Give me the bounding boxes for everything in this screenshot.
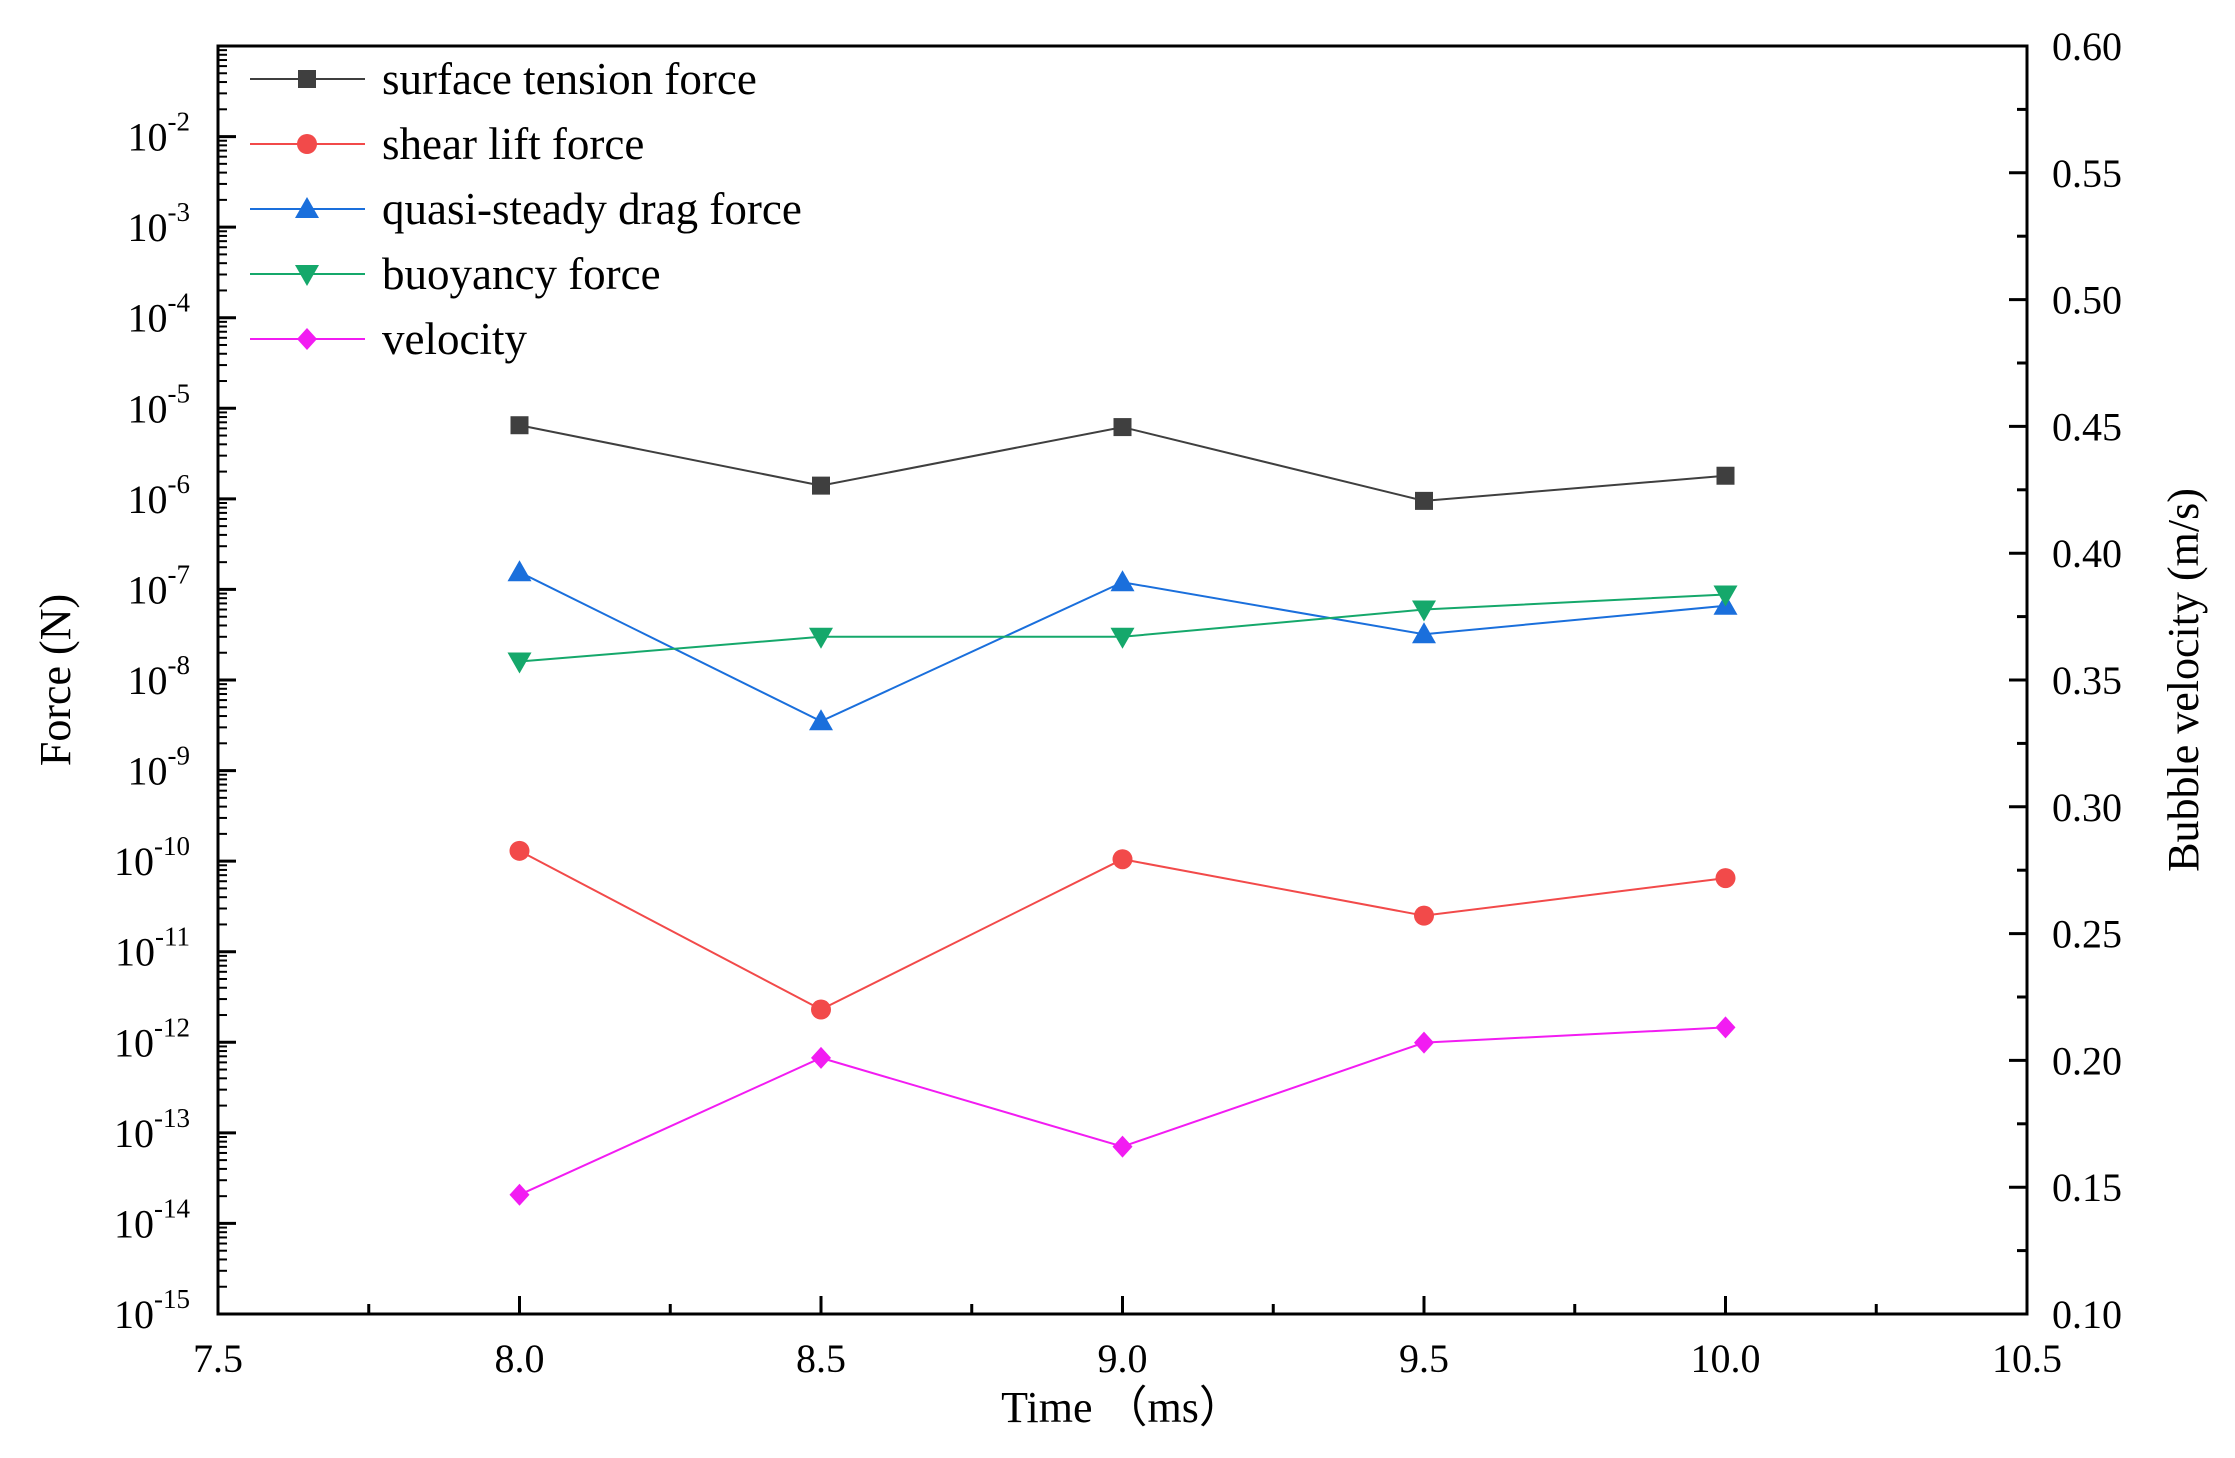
y-left-axis-title: Force (N) — [31, 594, 80, 766]
series-line-velocity — [519, 1026, 1726, 1196]
series-line-surface-tension-force — [519, 424, 1726, 502]
x-tick-label: 8.0 — [495, 1336, 545, 1381]
legend-marker — [295, 197, 319, 218]
data-point-surface-tension-force — [510, 416, 529, 435]
y-left-tick-label: 10-9 — [128, 741, 191, 794]
data-point-shear-lift-force — [1715, 868, 1736, 889]
data-point-quasi-steady-drag-force — [809, 709, 833, 731]
data-point-buoyancy-force — [809, 627, 833, 649]
x-tick-label: 9.5 — [1399, 1336, 1449, 1381]
data-point-shear-lift-force — [509, 840, 530, 861]
y-right-tick-label: 0.50 — [2052, 278, 2122, 323]
series-velocity — [509, 1016, 1736, 1206]
y-left-axis: 10-15 10-14 10-13 10-12 10-11 10-10 10-9 10-8 10… — [114, 44, 236, 1337]
y-left-tick-label: 10-14 — [114, 1193, 190, 1246]
legend-marker — [298, 70, 316, 88]
y-right-axis: 0.10 0.15 0.20 0.25 0.30 0.35 0.40 0.45 0.50 0.55… — [2009, 24, 2122, 1337]
y-right-tick-label: 0.35 — [2052, 658, 2122, 703]
y-right-tick-label: 0.55 — [2052, 151, 2122, 196]
legend-item-quasi-steady-drag-force: quasi-steady drag force — [250, 184, 802, 234]
legend-item-buoyancy-force: buoyancy force — [250, 249, 661, 299]
legend-label: shear lift force — [382, 119, 644, 169]
data-point-shear-lift-force — [1112, 849, 1133, 870]
y-left-tick-label: 10-6 — [128, 469, 191, 522]
legend-marker — [295, 265, 319, 286]
y-right-tick-label: 0.15 — [2052, 1165, 2122, 1210]
series-buoyancy-force — [507, 585, 1738, 674]
y-left-tick-label: 10-10 — [114, 831, 190, 884]
legend-label: quasi-steady drag force — [382, 184, 802, 234]
y-left-tick-label: 10-4 — [128, 288, 191, 341]
data-point-velocity — [1715, 1016, 1736, 1039]
data-point-surface-tension-force — [1113, 418, 1132, 437]
y-left-tick-label: 10-3 — [128, 197, 191, 250]
y-left-tick-label: 10-7 — [128, 559, 191, 612]
series-surface-tension-force — [510, 416, 1735, 510]
data-point-quasi-steady-drag-force — [507, 560, 532, 582]
x-tick-label: 10.0 — [1691, 1336, 1761, 1381]
y-left-tick-label: 10-13 — [114, 1103, 190, 1156]
y-left-tick-label: 10-15 — [114, 1284, 190, 1337]
data-point-shear-lift-force — [811, 999, 831, 1020]
legend-label: velocity — [382, 314, 527, 364]
y-right-axis-title: Bubble velocity (m/s) — [2159, 488, 2208, 872]
data-point-surface-tension-force — [1716, 466, 1735, 485]
x-axis-title: Time （ms） — [1001, 1383, 1243, 1432]
y-right-tick-label: 0.25 — [2052, 912, 2122, 957]
data-point-shear-lift-force — [1414, 905, 1434, 926]
y-left-tick-label: 10-5 — [128, 378, 191, 431]
y-right-tick-label: 0.45 — [2052, 404, 2122, 449]
legend-label: buoyancy force — [382, 249, 661, 299]
y-left-tick-label: 10-12 — [114, 1012, 190, 1065]
legend: surface tension force shear lift force qua… — [250, 54, 802, 364]
x-tick-label: 8.5 — [796, 1336, 846, 1381]
data-point-buoyancy-force — [1110, 627, 1135, 649]
series-shear-lift-force — [509, 840, 1736, 1020]
legend-item-shear-lift-force: shear lift force — [250, 119, 644, 169]
legend-label: surface tension force — [382, 54, 757, 104]
x-tick-label: 9.0 — [1098, 1336, 1148, 1381]
data-point-surface-tension-force — [812, 476, 830, 495]
x-tick-label: 7.5 — [193, 1336, 243, 1381]
series-layer — [507, 416, 1738, 1206]
legend-marker — [297, 328, 317, 350]
data-point-buoyancy-force — [507, 652, 532, 674]
data-point-quasi-steady-drag-force — [1412, 622, 1436, 644]
data-point-buoyancy-force — [1713, 585, 1738, 607]
plot-frame — [216, 44, 2029, 1316]
legend-item-surface-tension-force: surface tension force — [250, 54, 757, 104]
y-left-tick-label: 10-2 — [128, 107, 191, 160]
data-point-surface-tension-force — [1415, 491, 1433, 510]
y-right-tick-label: 0.40 — [2052, 531, 2122, 576]
y-right-tick-label: 0.20 — [2052, 1038, 2122, 1083]
data-point-velocity — [1414, 1031, 1434, 1054]
data-point-velocity — [509, 1183, 530, 1206]
y-right-tick-label: 0.60 — [2052, 24, 2122, 69]
x-tick-label: 10.5 — [1992, 1336, 2062, 1381]
y-left-tick-label: 10-11 — [115, 922, 190, 975]
x-axis: 7.5 8.0 8.5 9.0 9.5 10.0 10.5 — [193, 1296, 2062, 1381]
data-point-velocity — [811, 1046, 831, 1069]
legend-marker — [297, 134, 317, 154]
y-left-tick-label: 10-8 — [128, 650, 191, 703]
y-right-tick-label: 0.10 — [2052, 1292, 2122, 1337]
data-point-velocity — [1112, 1135, 1133, 1158]
data-point-quasi-steady-drag-force — [1110, 570, 1135, 592]
series-line-shear-lift-force — [519, 849, 1726, 1011]
data-point-buoyancy-force — [1412, 600, 1436, 622]
legend-item-velocity: velocity — [250, 314, 527, 364]
y-right-tick-label: 0.30 — [2052, 785, 2122, 830]
